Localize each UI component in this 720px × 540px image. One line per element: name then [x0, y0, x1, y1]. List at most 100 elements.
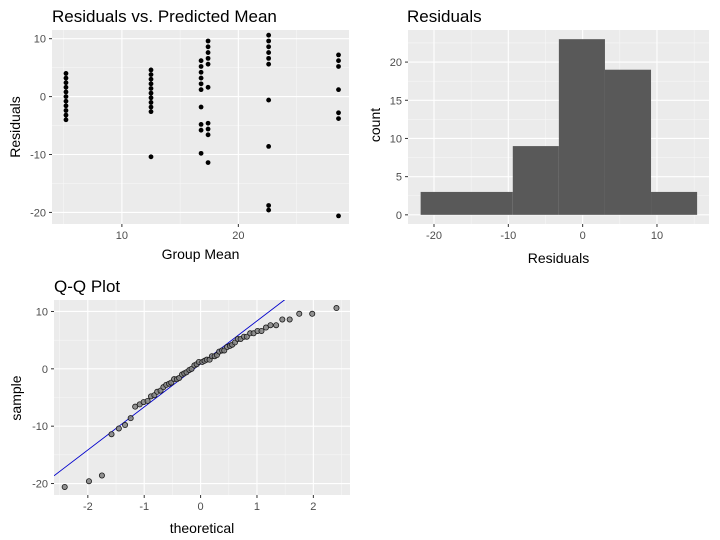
x-tick-label: -1: [139, 501, 149, 513]
residual-point: [266, 32, 272, 38]
residual-point: [266, 203, 272, 208]
qq-point: [61, 483, 68, 490]
y-tick-label: 5: [396, 172, 402, 184]
x-tick-label: 10: [651, 230, 663, 242]
residual-point: [63, 89, 69, 95]
qq-point: [122, 422, 129, 429]
residual-point: [148, 95, 154, 101]
qq-point: [286, 316, 293, 323]
chart-title: Q-Q Plot: [54, 277, 120, 296]
data-layer: [54, 300, 340, 490]
x-tick-label: 20: [232, 230, 244, 242]
residual-point: [205, 120, 211, 126]
grid-layer: [54, 300, 350, 495]
y-tick-label: -20: [32, 479, 48, 491]
residual-point: [198, 121, 204, 127]
x-tick-label: 10: [116, 230, 128, 242]
qq-point: [296, 310, 303, 317]
x-tick-label: -2: [83, 501, 93, 513]
x-tick-label: -20: [426, 230, 442, 242]
residual-point: [205, 61, 211, 67]
plot-layer: -20 -10 0 10 0 5 10 15 20: [390, 30, 709, 242]
x-tick-label: -10: [500, 230, 516, 242]
qq-point: [279, 316, 286, 323]
qq-point: [85, 478, 92, 485]
residual-point: [148, 90, 154, 96]
residual-point: [336, 87, 341, 93]
residual-point: [266, 61, 272, 67]
residuals-vs-predicted-chart: 10 20 -20 -10 0 10 Residuals vs. Predicted Me…: [7, 7, 349, 262]
residual-point: [63, 103, 69, 109]
residual-point: [266, 55, 272, 61]
residual-point: [205, 55, 211, 61]
residuals-histogram-chart: -20 -10 0 10 0 5 10 15 20 Residuals Residuals co…: [367, 7, 709, 266]
residual-point: [205, 38, 211, 44]
residual-point: [198, 64, 204, 69]
x-tick-label: 0: [198, 501, 204, 513]
qq-point: [98, 472, 105, 479]
chart-title: Residuals: [407, 7, 482, 26]
histogram-bar: [651, 191, 698, 215]
y-tick-label: 10: [36, 306, 48, 318]
residual-point: [266, 38, 272, 44]
histogram-bar: [512, 146, 559, 215]
residual-point: [198, 127, 204, 133]
residual-point: [336, 64, 341, 69]
y-tick-label: 10: [34, 34, 46, 46]
residual-point: [336, 213, 341, 219]
residual-point: [198, 81, 204, 87]
residual-point: [205, 126, 211, 132]
y-axis-title: count: [367, 108, 383, 142]
residual-point: [198, 104, 204, 110]
y-tick-label: 0: [396, 210, 402, 222]
chart-title: Residuals vs. Predicted Mean: [52, 7, 277, 26]
x-tick-label: 0: [580, 230, 586, 242]
residual-point: [198, 69, 204, 75]
residual-point: [148, 76, 154, 82]
residual-point: [63, 80, 69, 86]
x-axis-title: theoretical: [170, 520, 235, 536]
residual-point: [266, 44, 272, 50]
y-tick-label: 0: [40, 92, 46, 104]
residual-point: [198, 87, 204, 93]
histogram-bar: [558, 39, 605, 215]
residual-point: [63, 98, 69, 104]
residual-point: [266, 97, 272, 103]
x-axis-title: Residuals: [528, 250, 589, 266]
y-tick-label: 20: [390, 57, 402, 69]
residual-point: [266, 144, 272, 149]
x-tick-label: 2: [310, 501, 316, 513]
data-layer: [420, 39, 698, 215]
residual-point: [266, 50, 272, 55]
qq-point: [273, 322, 280, 329]
residual-point: [198, 75, 204, 81]
histogram-bar: [420, 191, 513, 215]
residual-point: [63, 84, 69, 90]
y-tick-label: 0: [42, 364, 48, 376]
residual-point: [148, 86, 154, 91]
y-tick-label: -20: [30, 207, 46, 219]
y-axis-title: sample: [8, 375, 24, 420]
residual-point: [336, 110, 341, 116]
residual-point: [198, 58, 204, 64]
x-axis-title: Group Mean: [162, 246, 240, 262]
residual-point: [148, 109, 154, 115]
qq-point: [309, 310, 316, 317]
y-axis-title: Residuals: [7, 96, 23, 157]
residual-point: [266, 207, 272, 213]
residual-point: [63, 112, 69, 118]
residual-point: [148, 154, 154, 160]
qq-point: [108, 431, 115, 438]
qq-point: [127, 415, 134, 422]
residual-point: [148, 104, 154, 110]
residual-point: [198, 150, 204, 156]
residual-point: [336, 58, 341, 64]
residual-point: [205, 132, 211, 138]
residual-point: [336, 52, 341, 58]
residual-point: [205, 160, 211, 166]
y-tick-label: -10: [32, 421, 48, 433]
histogram-bar: [604, 69, 652, 215]
